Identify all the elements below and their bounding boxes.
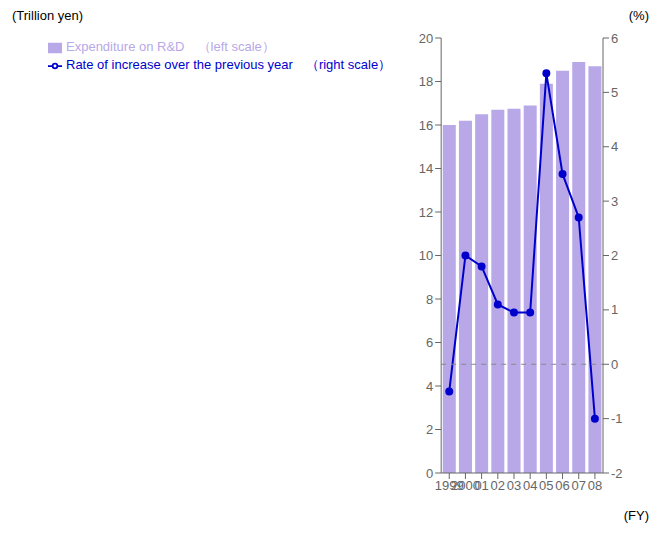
svg-text:6: 6	[611, 31, 618, 46]
svg-text:2: 2	[426, 422, 433, 437]
svg-text:1999: 1999	[434, 478, 464, 494]
svg-text:08: 08	[588, 478, 602, 493]
svg-text:4: 4	[426, 379, 433, 394]
svg-text:03: 03	[507, 478, 521, 493]
svg-text:05: 05	[539, 478, 553, 493]
svg-text:-2: -2	[611, 466, 623, 481]
html-text:(FY): (FY)	[623, 508, 649, 523]
svg-text:16: 16	[419, 118, 433, 133]
svg-text:4: 4	[611, 139, 618, 154]
svg-text:2: 2	[611, 248, 618, 263]
svg-text:-1: -1	[611, 411, 623, 426]
html-text:Expenditure on R&D （left scale: Expenditure on R&D （left scale）	[66, 39, 275, 54]
svg-text:10: 10	[419, 248, 433, 263]
svg-text:20: 20	[419, 31, 433, 46]
svg-text:01: 01	[474, 478, 488, 493]
html-text:(Trillion yen): (Trillion yen)	[12, 8, 83, 23]
html-text:Rate of increase over the prev: Rate of increase over the previous year …	[66, 57, 392, 72]
svg-text:06: 06	[555, 478, 569, 493]
svg-text:12: 12	[419, 205, 433, 220]
svg-text:0: 0	[611, 357, 618, 372]
svg-text:2000: 2000	[451, 478, 480, 494]
svg-text:3: 3	[611, 194, 618, 209]
svg-text:14: 14	[419, 161, 433, 176]
svg-text:1: 1	[611, 302, 618, 317]
svg-text:8: 8	[426, 292, 433, 307]
svg-text:0: 0	[426, 466, 433, 481]
svg-text:02: 02	[491, 478, 505, 493]
svg-text:07: 07	[571, 478, 585, 493]
svg-text:18: 18	[419, 74, 433, 89]
svg-text:6: 6	[426, 335, 433, 350]
svg-text:5: 5	[611, 85, 618, 100]
svg-text:04: 04	[523, 478, 537, 493]
